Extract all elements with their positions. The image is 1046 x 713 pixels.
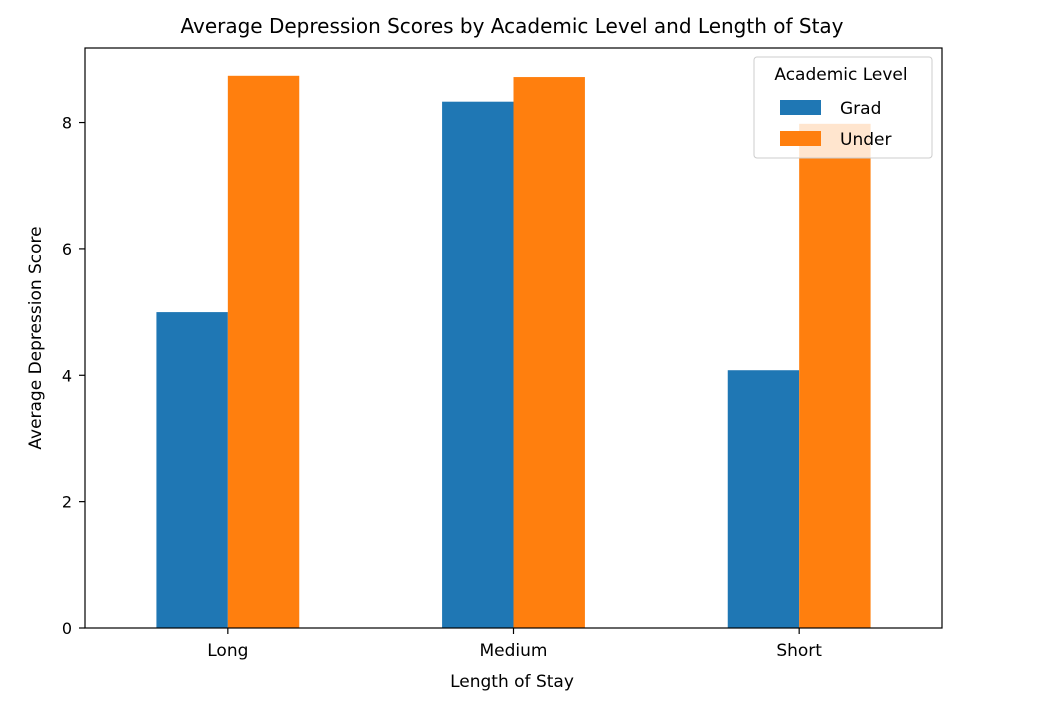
y-axis-label: Average Depression Score: [26, 226, 46, 449]
legend-title: Academic Level: [774, 65, 907, 85]
bar-under-short: [799, 123, 871, 628]
y-tick-label: 4: [62, 366, 72, 385]
bar-grad-medium: [442, 101, 514, 628]
legend: Academic Level Grad Under: [753, 56, 933, 159]
x-tick-label: Medium: [480, 641, 548, 661]
x-tick-label: Short: [776, 641, 822, 661]
bar-under-medium: [513, 77, 585, 628]
x-tick-label: Long: [207, 641, 248, 661]
bar-grad-short: [727, 370, 800, 628]
legend-label-under: Under: [840, 130, 891, 150]
legend-swatch-grad: [780, 100, 821, 115]
x-axis-label: Length of Stay: [450, 672, 574, 692]
legend-entries: Grad Under: [780, 99, 891, 150]
plot-area: [84, 47, 943, 629]
y-tick-label: 6: [62, 240, 72, 259]
y-tick-label: 0: [62, 619, 72, 638]
legend-swatch-under: [780, 131, 821, 146]
bar-grad-long: [156, 312, 228, 628]
y-tick-label: 8: [62, 114, 72, 133]
legend-label-grad: Grad: [840, 99, 881, 119]
x-axis: Long Medium Short: [207, 628, 822, 661]
y-tick-label: 2: [62, 493, 72, 512]
bar-under-long: [227, 75, 300, 629]
chart-title: Average Depression Scores by Academic Le…: [180, 14, 843, 38]
y-axis: 0 2 4 6 8: [62, 114, 85, 638]
